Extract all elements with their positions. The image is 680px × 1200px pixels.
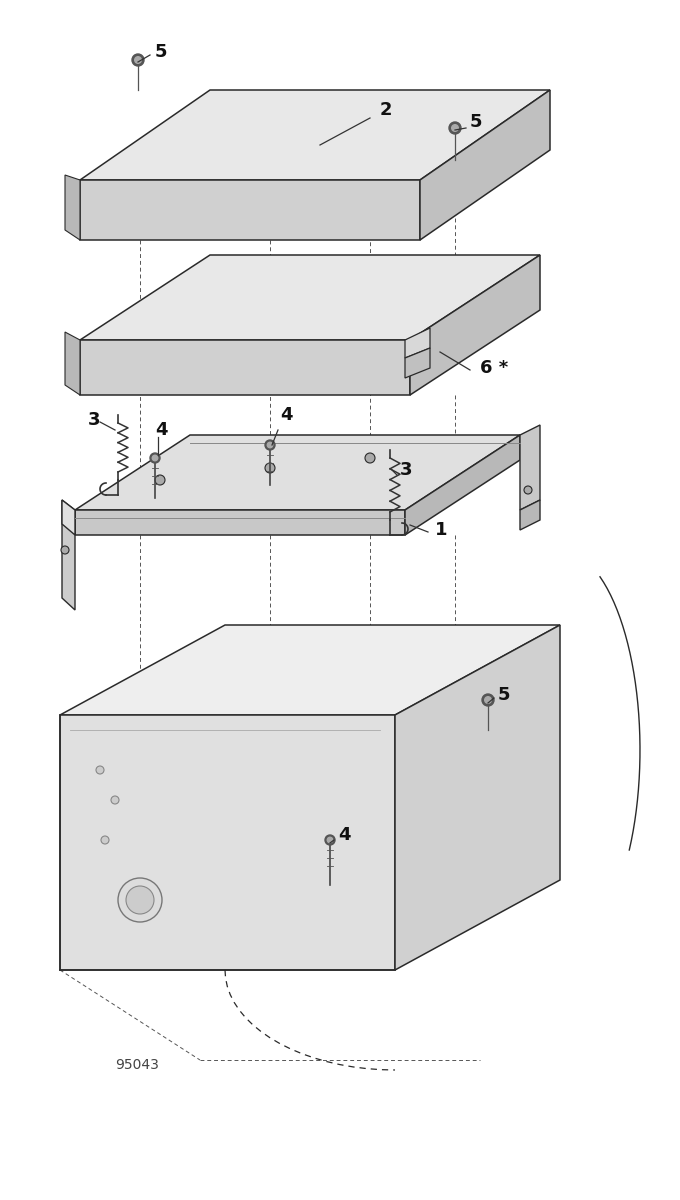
Circle shape bbox=[267, 443, 273, 448]
Text: 1: 1 bbox=[435, 521, 447, 539]
Text: 4: 4 bbox=[280, 406, 292, 424]
Circle shape bbox=[135, 56, 141, 64]
Circle shape bbox=[126, 886, 154, 914]
Circle shape bbox=[132, 54, 144, 66]
Polygon shape bbox=[405, 328, 430, 358]
Polygon shape bbox=[405, 434, 520, 535]
Text: 4: 4 bbox=[155, 421, 167, 439]
Circle shape bbox=[365, 452, 375, 463]
Polygon shape bbox=[60, 625, 560, 715]
Text: 2: 2 bbox=[380, 101, 392, 119]
Polygon shape bbox=[75, 510, 405, 535]
Polygon shape bbox=[62, 500, 75, 610]
Circle shape bbox=[61, 546, 69, 554]
Polygon shape bbox=[75, 434, 520, 510]
Polygon shape bbox=[420, 90, 550, 240]
Circle shape bbox=[325, 835, 335, 845]
Text: 5: 5 bbox=[155, 43, 167, 61]
Polygon shape bbox=[80, 90, 550, 180]
Circle shape bbox=[265, 440, 275, 450]
Circle shape bbox=[155, 475, 165, 485]
Text: 6 *: 6 * bbox=[480, 359, 508, 377]
Circle shape bbox=[482, 694, 494, 706]
Text: 95043: 95043 bbox=[115, 1058, 159, 1072]
Polygon shape bbox=[520, 500, 540, 530]
Circle shape bbox=[524, 486, 532, 494]
Circle shape bbox=[152, 455, 158, 461]
Circle shape bbox=[265, 463, 275, 473]
Circle shape bbox=[485, 697, 491, 703]
Circle shape bbox=[452, 125, 458, 131]
Polygon shape bbox=[80, 254, 540, 340]
Text: 3: 3 bbox=[400, 461, 413, 479]
Circle shape bbox=[96, 766, 104, 774]
Polygon shape bbox=[395, 625, 560, 970]
Polygon shape bbox=[410, 254, 540, 395]
Polygon shape bbox=[65, 175, 80, 240]
Circle shape bbox=[111, 796, 119, 804]
Polygon shape bbox=[520, 425, 540, 510]
Text: 5: 5 bbox=[498, 686, 511, 704]
Circle shape bbox=[101, 836, 109, 844]
Polygon shape bbox=[80, 180, 420, 240]
Polygon shape bbox=[65, 332, 80, 395]
Circle shape bbox=[327, 838, 333, 842]
Text: 5: 5 bbox=[470, 113, 483, 131]
Circle shape bbox=[118, 878, 162, 922]
Polygon shape bbox=[60, 715, 395, 970]
Polygon shape bbox=[62, 500, 75, 535]
Text: 4: 4 bbox=[338, 826, 350, 844]
Polygon shape bbox=[405, 348, 430, 378]
Text: 3: 3 bbox=[88, 410, 101, 428]
Circle shape bbox=[150, 452, 160, 463]
Polygon shape bbox=[80, 340, 410, 395]
Circle shape bbox=[449, 122, 461, 134]
